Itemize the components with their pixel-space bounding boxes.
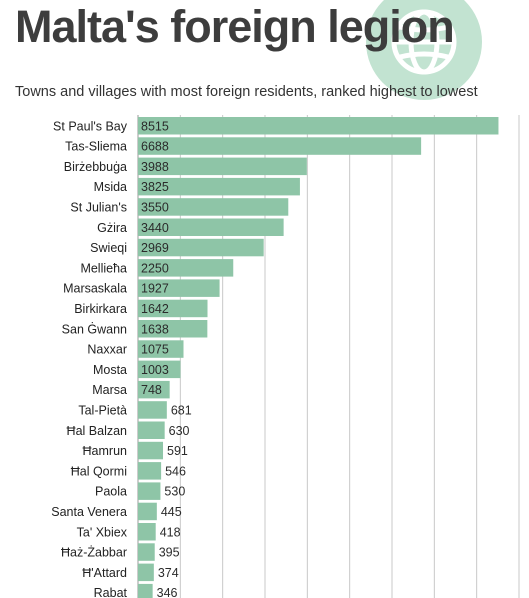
category-label: Birkirkara bbox=[74, 302, 127, 316]
data-label: 1927 bbox=[141, 282, 169, 296]
data-label: 1642 bbox=[141, 302, 169, 316]
data-label: 395 bbox=[159, 546, 180, 560]
category-label: Ħal Qormi bbox=[71, 464, 127, 478]
bar bbox=[138, 299, 208, 318]
bar bbox=[138, 502, 157, 521]
data-label: 681 bbox=[171, 403, 192, 417]
category-label: Tal-Pietà bbox=[78, 403, 127, 417]
data-label: 530 bbox=[164, 485, 185, 499]
bar bbox=[138, 421, 165, 439]
data-label: 3550 bbox=[141, 200, 169, 214]
page-title: Malta's foreign legion bbox=[15, 1, 455, 52]
category-label: Marsa bbox=[92, 383, 127, 397]
bar bbox=[138, 218, 284, 236]
category-label: Ta' Xbiex bbox=[77, 525, 128, 539]
data-label: 3988 bbox=[141, 160, 169, 174]
category-label: Rabat bbox=[94, 586, 128, 598]
bar bbox=[138, 401, 167, 419]
bar bbox=[138, 482, 161, 500]
bar bbox=[138, 441, 164, 460]
data-label: 1638 bbox=[141, 322, 169, 336]
data-label: 546 bbox=[165, 464, 186, 478]
category-label: Ħal Balzan bbox=[67, 424, 127, 438]
category-label: Mosta bbox=[93, 363, 127, 377]
data-label: 418 bbox=[160, 525, 181, 539]
data-label: 8515 bbox=[141, 119, 169, 133]
category-label: Ħ'Attard bbox=[82, 566, 127, 580]
category-label: San Ġwann bbox=[62, 322, 127, 336]
category-label: Paola bbox=[95, 485, 127, 499]
category-label: Ħaż-Żabbar bbox=[61, 546, 127, 560]
bar bbox=[138, 583, 153, 598]
bar bbox=[138, 137, 422, 155]
category-label: Santa Venera bbox=[51, 505, 127, 519]
data-label: 374 bbox=[158, 566, 179, 580]
category-label: St Julian's bbox=[70, 200, 127, 214]
bar bbox=[138, 563, 154, 582]
data-label: 6688 bbox=[141, 140, 169, 154]
bar bbox=[138, 157, 307, 176]
category-label: Tas-Sliema bbox=[65, 140, 127, 154]
data-label: 3440 bbox=[141, 221, 169, 235]
data-label: 1075 bbox=[141, 343, 169, 357]
data-label: 445 bbox=[161, 505, 182, 519]
data-label: 630 bbox=[169, 424, 190, 438]
data-label: 1003 bbox=[141, 363, 169, 377]
bar bbox=[138, 279, 220, 297]
bar bbox=[138, 117, 499, 135]
bar bbox=[138, 543, 155, 561]
data-label: 2969 bbox=[141, 241, 169, 255]
category-label: Ħamrun bbox=[83, 444, 128, 458]
category-label: Birżebbuġa bbox=[64, 160, 127, 174]
data-label: 3825 bbox=[141, 180, 169, 194]
bar bbox=[138, 320, 208, 338]
category-label: Swieqi bbox=[90, 241, 127, 255]
bar bbox=[138, 380, 170, 399]
bar bbox=[138, 238, 264, 257]
category-label: St Paul's Bay bbox=[53, 119, 128, 133]
bar bbox=[138, 259, 234, 277]
data-label: 346 bbox=[157, 586, 178, 598]
bar bbox=[138, 462, 162, 480]
category-label: Mellieħa bbox=[80, 261, 127, 275]
data-label: 591 bbox=[167, 444, 188, 458]
bar bbox=[138, 523, 156, 541]
category-label: Gżira bbox=[97, 221, 127, 235]
chart-subtitle: Towns and villages with most foreign res… bbox=[15, 84, 478, 100]
bar bbox=[138, 360, 181, 379]
category-label: Msida bbox=[94, 180, 127, 194]
data-label: 748 bbox=[141, 383, 162, 397]
bar bbox=[138, 177, 300, 196]
bar bbox=[138, 340, 184, 358]
category-label: Marsaskala bbox=[63, 282, 127, 296]
category-label: Naxxar bbox=[87, 343, 127, 357]
data-label: 2250 bbox=[141, 261, 169, 275]
bar bbox=[138, 198, 289, 216]
